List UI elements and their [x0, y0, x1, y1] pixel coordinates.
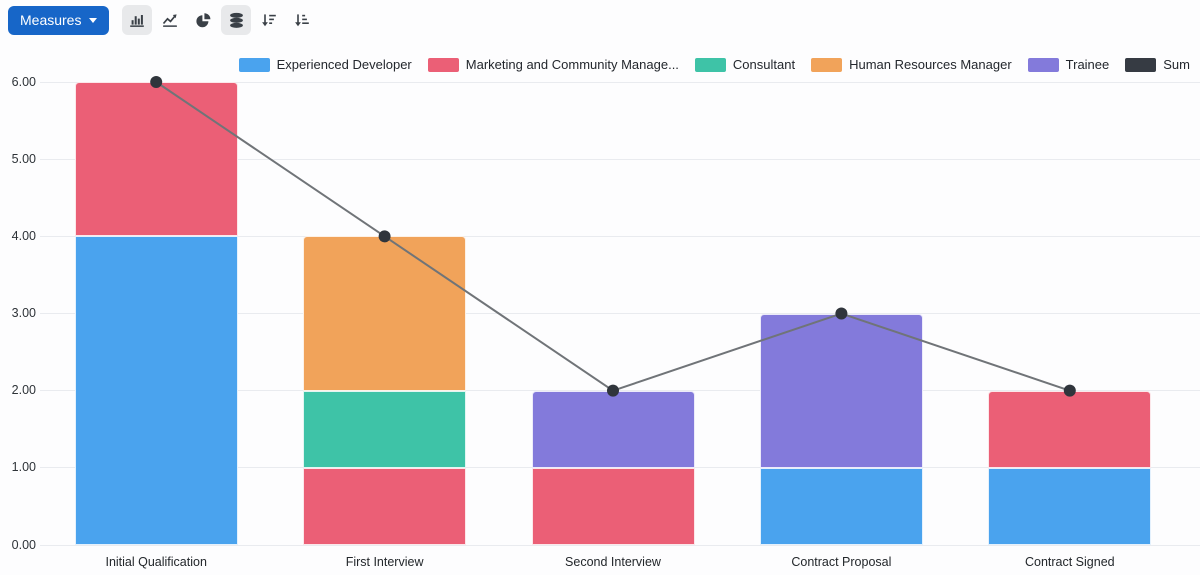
bar-segment[interactable]	[531, 390, 695, 468]
bar-segment[interactable]	[759, 313, 923, 468]
line-chart-icon	[162, 12, 178, 28]
bar-segment[interactable]	[303, 390, 467, 468]
legend-swatch	[1027, 57, 1059, 72]
stacked-button[interactable]	[221, 5, 252, 35]
legend-swatch	[427, 57, 459, 72]
pie-chart-button[interactable]	[188, 5, 218, 35]
bar-segment[interactable]	[74, 236, 238, 545]
y-axis-tick-label: 6.00	[11, 74, 36, 89]
caret-down-icon	[89, 17, 98, 23]
bar-segment[interactable]	[988, 467, 1152, 545]
bar-segment[interactable]	[303, 467, 467, 545]
bar-segment[interactable]	[988, 390, 1152, 468]
x-axis-category-label: First Interview	[345, 555, 424, 569]
legend-label: Marketing and Community Manage...	[465, 57, 679, 72]
measures-button[interactable]: Measures	[8, 5, 110, 35]
legend-swatch	[694, 57, 726, 72]
gridline	[40, 544, 1200, 546]
legend-item[interactable]: Sum	[1125, 57, 1190, 72]
legend-item[interactable]: Experienced Developer	[238, 57, 412, 72]
x-axis-category-label: Contract Proposal	[791, 555, 892, 569]
legend-label: Trainee	[1065, 57, 1110, 72]
y-axis-tick-label: 2.00	[11, 383, 36, 398]
legend-item[interactable]: Consultant	[694, 57, 796, 72]
y-axis-tick-label: 4.00	[11, 228, 36, 243]
sort-descending-icon	[261, 12, 277, 28]
legend-label: Consultant	[732, 57, 796, 72]
legend-label: Human Resources Manager	[849, 57, 1012, 72]
x-axis-category-label: Contract Signed	[1024, 555, 1115, 569]
bar-chart-icon	[129, 12, 145, 28]
bar-segment[interactable]	[531, 467, 695, 545]
sort-ascending-icon	[294, 12, 310, 28]
bar-segment[interactable]	[303, 236, 467, 391]
bar-segment[interactable]	[74, 82, 238, 237]
bar-chart-button[interactable]	[122, 5, 153, 35]
chart-legend: Experienced Developer Marketing and Commu…	[238, 57, 1190, 72]
stacked-icon	[228, 12, 245, 29]
legend-swatch	[1125, 57, 1157, 72]
y-axis-tick-label: 0.00	[11, 537, 36, 552]
x-axis-category-label: Second Interview	[565, 555, 661, 569]
y-axis-tick-label: 1.00	[11, 460, 36, 475]
legend-swatch	[811, 57, 843, 72]
measures-button-label: Measures	[20, 12, 82, 28]
pie-chart-icon	[195, 12, 212, 29]
sort-ascending-button[interactable]	[287, 5, 317, 35]
legend-item[interactable]: Trainee	[1027, 57, 1110, 72]
legend-swatch	[238, 57, 270, 72]
legend-item[interactable]: Human Resources Manager	[811, 57, 1012, 72]
y-axis-tick-label: 3.00	[11, 306, 36, 320]
sort-descending-button[interactable]	[254, 5, 284, 35]
line-chart-button[interactable]	[155, 5, 185, 35]
legend-item[interactable]: Marketing and Community Manage...	[427, 57, 679, 72]
legend-label: Experienced Developer	[276, 57, 412, 72]
x-axis-category-label: Initial Qualification	[105, 555, 207, 569]
y-axis-tick-label: 5.00	[11, 151, 36, 166]
bar-segment[interactable]	[759, 467, 923, 545]
view-switcher	[122, 5, 317, 35]
legend-label: Sum	[1163, 57, 1190, 72]
graph-toolbar: Measures	[8, 5, 317, 35]
